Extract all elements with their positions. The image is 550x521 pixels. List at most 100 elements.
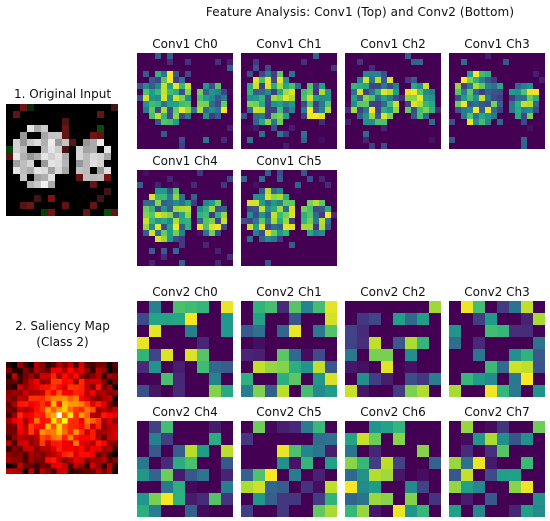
heatmap-cell: [533, 385, 545, 397]
heatmap-cell: [155, 137, 162, 144]
heatmap-cell: [67, 384, 74, 391]
heatmap-cell: [191, 176, 198, 183]
heatmap-cell: [325, 254, 332, 261]
heatmap-cell: [307, 113, 314, 120]
heatmap-cell: [241, 125, 248, 132]
heatmap-cell: [313, 457, 326, 470]
heatmap-cell: [455, 131, 462, 138]
heatmap-cell: [73, 406, 80, 413]
heatmap-cell: [533, 421, 545, 434]
heatmap-cell: [301, 481, 314, 494]
heatmap-cell: [227, 125, 233, 132]
heatmap-cell: [265, 505, 278, 517]
heatmap-cell: [473, 373, 486, 386]
heatmap-cell: [83, 202, 91, 210]
heatmap-cell: [55, 139, 63, 147]
conv1-ch3-label: Conv1 Ch3: [464, 37, 530, 51]
heatmap-cell: [45, 390, 52, 397]
heatmap-cell: [381, 143, 388, 149]
heatmap-cell: [351, 83, 358, 90]
heatmap-cell: [197, 200, 204, 207]
heatmap-cell: [319, 170, 326, 177]
heatmap-cell: [11, 429, 18, 436]
heatmap-cell: [295, 65, 302, 72]
heatmap-cell: [345, 433, 358, 446]
heatmap-cell: [527, 95, 534, 102]
heatmap-cell: [149, 361, 162, 374]
heatmap-cell: [6, 434, 13, 441]
heatmap-cell: [417, 373, 430, 386]
heatmap-cell: [461, 65, 468, 72]
heatmap-cell: [197, 188, 204, 195]
heatmap-cell: [313, 125, 320, 132]
heatmap-cell: [307, 224, 314, 231]
heatmap-cell: [90, 167, 98, 175]
heatmap-cell: [319, 143, 326, 149]
heatmap-cell: [521, 445, 534, 458]
heatmap-cell: [325, 194, 332, 201]
heatmap-cell: [253, 349, 266, 362]
heatmap-cell: [319, 200, 326, 207]
heatmap-cell: [143, 170, 150, 177]
heatmap-cell: [345, 59, 352, 66]
heatmap-cell: [167, 107, 174, 114]
heatmap-cell: [112, 395, 118, 402]
heatmap-cell: [259, 89, 266, 96]
heatmap-cell: [221, 194, 228, 201]
heatmap-cell: [221, 77, 228, 84]
heatmap-cell: [247, 83, 254, 90]
heatmap-cell: [449, 505, 462, 517]
heatmap-cell: [197, 493, 210, 506]
heatmap-cell: [405, 433, 418, 446]
heatmap-cell: [417, 113, 424, 120]
heatmap-cell: [50, 395, 57, 402]
heatmap-cell: [247, 59, 254, 66]
heatmap-cell: [143, 242, 150, 249]
heatmap-cell: [167, 83, 174, 90]
heatmap-cell: [295, 176, 302, 183]
heatmap-cell: [399, 131, 406, 138]
heatmap-cell: [375, 107, 382, 114]
heatmap-cell: [393, 457, 406, 470]
heatmap-cell: [209, 137, 216, 144]
heatmap-cell: [45, 429, 52, 436]
heatmap-cell: [48, 202, 56, 210]
heatmap-cell: [209, 301, 222, 314]
heatmap-cell: [521, 95, 528, 102]
heatmap-cell: [50, 434, 57, 441]
heatmap-cell: [241, 65, 248, 72]
heatmap-cell: [17, 378, 24, 385]
heatmap-cell: [515, 77, 522, 84]
heatmap-cell: [97, 181, 105, 189]
heatmap-cell: [197, 170, 204, 177]
heatmap-cell: [83, 132, 91, 140]
heatmap-cell: [393, 337, 406, 350]
heatmap-cell: [197, 469, 210, 482]
heatmap-cell: [34, 160, 42, 168]
heatmap-cell: [313, 206, 320, 213]
heatmap-cell: [167, 194, 174, 201]
heatmap-cell: [307, 212, 314, 219]
heatmap-cell: [221, 469, 233, 482]
heatmap-cell: [319, 176, 326, 183]
heatmap-cell: [27, 118, 35, 126]
heatmap-cell: [393, 349, 406, 362]
heatmap-cell: [539, 65, 545, 72]
heatmap-cell: [375, 65, 382, 72]
heatmap-cell: [45, 423, 52, 430]
heatmap-cell: [197, 260, 204, 266]
heatmap-cell: [429, 313, 441, 326]
heatmap-cell: [179, 218, 186, 225]
heatmap-cell: [455, 143, 462, 149]
heatmap-cell: [301, 170, 308, 177]
heatmap-cell: [527, 101, 534, 108]
heatmap-cell: [417, 313, 430, 326]
heatmap-cell: [173, 260, 180, 266]
heatmap-cell: [295, 194, 302, 201]
heatmap-cell: [393, 433, 406, 446]
heatmap-cell: [485, 131, 492, 138]
heatmap-cell: [34, 153, 42, 161]
heatmap-cell: [283, 83, 290, 90]
heatmap-cell: [41, 104, 49, 112]
heatmap-cell: [381, 125, 388, 132]
